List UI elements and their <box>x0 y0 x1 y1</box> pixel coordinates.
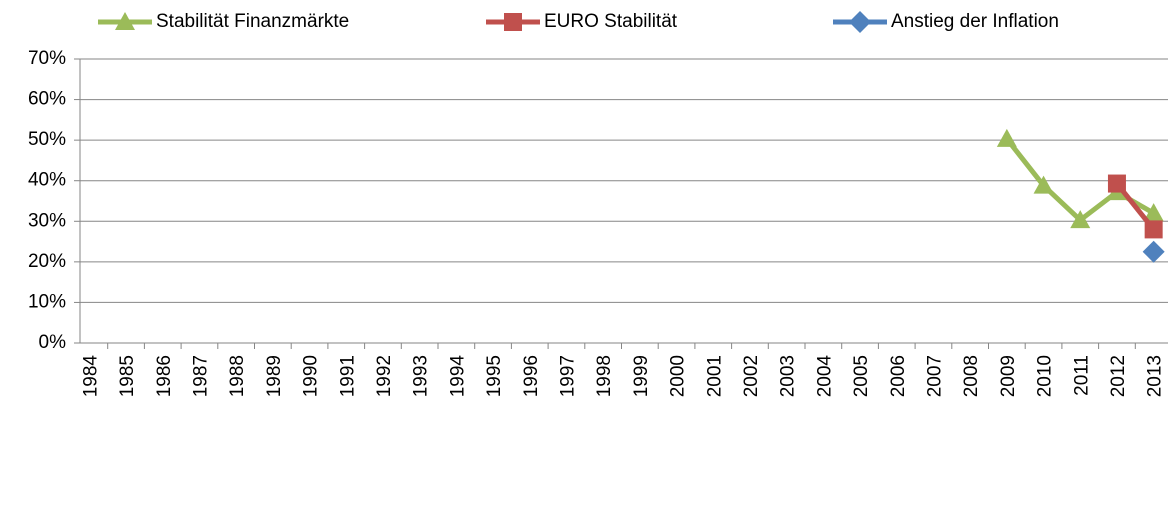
legend-item: Stabilität Finanzmärkte <box>98 11 349 32</box>
legend-marker <box>504 13 522 31</box>
series-line <box>1004 137 1155 223</box>
legend-label: EURO Stabilität <box>544 11 678 32</box>
x-tick-label: 2005 <box>851 355 872 397</box>
x-tick-label: 1984 <box>80 355 101 398</box>
y-tick-label: 20% <box>28 251 66 272</box>
data-point <box>996 128 1017 147</box>
x-tick-label: 1996 <box>521 355 542 397</box>
x-tick-label: 2000 <box>668 355 689 397</box>
x-tick-label: 2001 <box>704 355 725 397</box>
data-point <box>1144 220 1163 239</box>
x-tick-label: 1990 <box>301 355 322 397</box>
y-tick-label: 30% <box>28 210 66 231</box>
x-tick-label: 2012 <box>1108 355 1129 397</box>
y-tick-label: 50% <box>28 129 66 150</box>
y-tick-label: 70% <box>28 48 66 69</box>
x-tick-label: 2010 <box>1035 355 1056 397</box>
y-tick-label: 0% <box>39 332 67 353</box>
x-tick-label: 1993 <box>411 355 432 397</box>
x-tick-label: 2006 <box>888 355 909 397</box>
y-tick-label: 10% <box>28 291 66 312</box>
data-point <box>1070 210 1091 229</box>
x-tick-label: 1994 <box>447 355 468 398</box>
data-point <box>1107 174 1126 193</box>
x-tick-label: 1989 <box>264 355 285 397</box>
x-tick-label: 1988 <box>227 355 248 397</box>
x-tick-label: 2013 <box>1145 355 1166 397</box>
data-point <box>1033 175 1054 194</box>
x-tick-label: 1997 <box>557 355 578 397</box>
x-tick-label: 1998 <box>594 355 615 397</box>
legend-label: Stabilität Finanzmärkte <box>156 11 349 32</box>
x-tick-label: 1995 <box>484 355 505 397</box>
x-tick-label: 1992 <box>374 355 395 397</box>
x-tick-label: 2004 <box>814 355 835 398</box>
y-tick-label: 60% <box>28 89 66 110</box>
x-tick-label: 1986 <box>154 355 175 397</box>
x-tick-label: 2008 <box>961 355 982 397</box>
data-point <box>1143 203 1164 222</box>
legend-label: Anstieg der Inflation <box>891 11 1059 32</box>
x-tick-label: 1985 <box>117 355 138 397</box>
x-tick-label: 2003 <box>778 355 799 397</box>
legend-item: Anstieg der Inflation <box>833 11 1059 33</box>
x-tick-label: 2009 <box>998 355 1019 397</box>
x-tick-label: 1991 <box>337 355 358 397</box>
x-tick-label: 2011 <box>1071 355 1092 396</box>
legend-marker <box>115 12 135 30</box>
x-tick-label: 2007 <box>924 355 945 397</box>
legend-marker <box>849 11 871 33</box>
x-tick-label: 1987 <box>190 355 211 397</box>
legend-item: EURO Stabilität <box>486 11 678 32</box>
x-tick-label: 2002 <box>741 355 762 397</box>
x-tick-label: 1999 <box>631 355 652 397</box>
y-tick-label: 40% <box>28 170 66 191</box>
data-point <box>1142 240 1165 263</box>
